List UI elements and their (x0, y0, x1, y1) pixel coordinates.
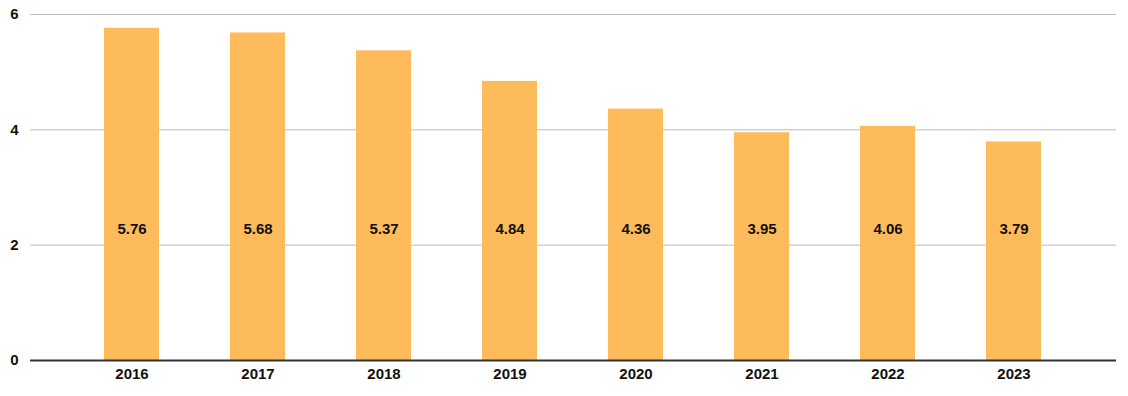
svg-text:2016: 2016 (115, 365, 148, 382)
svg-text:4.36: 4.36 (621, 220, 650, 237)
svg-text:5.37: 5.37 (369, 220, 398, 237)
svg-text:2022: 2022 (871, 365, 904, 382)
svg-text:3.79: 3.79 (999, 220, 1028, 237)
svg-text:5.68: 5.68 (243, 220, 272, 237)
svg-text:2018: 2018 (367, 365, 400, 382)
svg-text:4.84: 4.84 (495, 220, 525, 237)
svg-text:3.95: 3.95 (747, 220, 776, 237)
svg-text:6: 6 (10, 5, 18, 22)
svg-text:5.76: 5.76 (117, 220, 146, 237)
svg-text:2023: 2023 (997, 365, 1030, 382)
svg-text:2020: 2020 (619, 365, 652, 382)
svg-text:4.06: 4.06 (873, 220, 902, 237)
svg-text:2021: 2021 (745, 365, 778, 382)
svg-text:2017: 2017 (241, 365, 274, 382)
svg-text:0: 0 (10, 351, 18, 368)
svg-text:2019: 2019 (493, 365, 526, 382)
svg-text:4: 4 (10, 121, 19, 138)
svg-text:2: 2 (10, 236, 18, 253)
